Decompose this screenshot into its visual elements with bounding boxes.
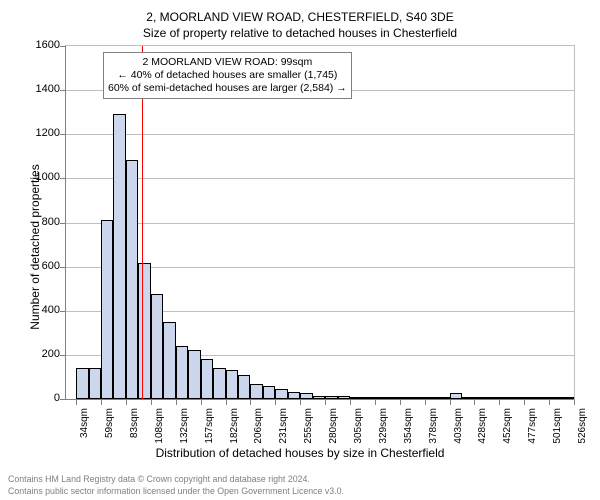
histogram-bar — [138, 263, 150, 399]
x-tick-mark — [350, 400, 351, 405]
x-tick-mark — [126, 400, 127, 405]
y-tick-mark — [60, 267, 65, 268]
y-tick-label: 1400 — [20, 83, 60, 95]
y-tick-mark — [60, 46, 65, 47]
chart-title-address: 2, MOORLAND VIEW ROAD, CHESTERFIELD, S40… — [0, 10, 600, 24]
histogram-bar — [275, 389, 287, 399]
histogram-bar — [238, 375, 250, 399]
x-tick-mark — [250, 400, 251, 405]
x-tick-mark — [499, 400, 500, 405]
histogram-bar — [524, 397, 536, 399]
y-tick-label: 200 — [20, 348, 60, 360]
histogram-bar — [499, 397, 511, 399]
y-tick-label: 1600 — [20, 39, 60, 51]
y-tick-label: 1000 — [20, 171, 60, 183]
x-tick-mark — [425, 400, 426, 405]
x-tick-mark — [450, 400, 451, 405]
footer-line1: Contains HM Land Registry data © Crown c… — [8, 474, 592, 486]
histogram-bar — [375, 397, 387, 399]
x-tick-mark — [375, 400, 376, 405]
histogram-bar — [213, 368, 225, 399]
histogram-bar — [474, 397, 486, 399]
histogram-bar — [89, 368, 101, 399]
y-tick-label: 800 — [20, 216, 60, 228]
histogram-bar — [313, 396, 325, 399]
annotation-line2: ← 40% of detached houses are smaller (1,… — [108, 69, 347, 82]
histogram-bar — [362, 397, 374, 399]
histogram-bar — [562, 397, 574, 399]
x-tick-mark — [275, 400, 276, 405]
chart-container: 2, MOORLAND VIEW ROAD, CHESTERFIELD, S40… — [0, 0, 600, 500]
histogram-bar — [350, 397, 362, 399]
y-tick-label: 600 — [20, 260, 60, 272]
x-tick-mark — [574, 400, 575, 405]
x-tick-mark — [226, 400, 227, 405]
histogram-bar — [400, 397, 412, 399]
histogram-bar — [288, 392, 300, 399]
marker-annotation: 2 MOORLAND VIEW ROAD: 99sqm ← 40% of det… — [103, 52, 352, 99]
histogram-bar — [76, 368, 88, 399]
histogram-bar — [412, 397, 424, 399]
x-tick-mark — [524, 400, 525, 405]
x-tick-mark — [201, 400, 202, 405]
x-tick-mark — [76, 400, 77, 405]
x-axis-label: Distribution of detached houses by size … — [0, 446, 600, 460]
histogram-bar — [462, 397, 474, 399]
chart-title-subtitle: Size of property relative to detached ho… — [0, 26, 600, 40]
y-tick-mark — [60, 90, 65, 91]
histogram-bar — [126, 160, 138, 399]
histogram-bar — [425, 397, 437, 399]
histogram-bar — [226, 370, 238, 399]
y-tick-label: 400 — [20, 304, 60, 316]
footer-line2: Contains public sector information licen… — [8, 486, 592, 498]
annotation-line3: 60% of semi-detached houses are larger (… — [108, 82, 347, 95]
histogram-bar — [537, 397, 549, 399]
y-tick-mark — [60, 355, 65, 356]
y-tick-label: 1200 — [20, 127, 60, 139]
x-tick-mark — [400, 400, 401, 405]
y-tick-mark — [60, 311, 65, 312]
y-tick-label: 0 — [20, 392, 60, 404]
histogram-bar — [487, 397, 499, 399]
y-tick-mark — [60, 223, 65, 224]
histogram-bar — [512, 397, 524, 399]
x-tick-mark — [176, 400, 177, 405]
histogram-bar — [176, 346, 188, 399]
histogram-bar — [201, 359, 213, 399]
histogram-bar — [450, 393, 462, 399]
histogram-bar — [300, 393, 312, 399]
x-tick-mark — [474, 400, 475, 405]
x-tick-mark — [549, 400, 550, 405]
histogram-bar — [338, 396, 350, 399]
histogram-bar — [188, 350, 200, 399]
histogram-bar — [437, 397, 449, 399]
x-tick-mark — [151, 400, 152, 405]
histogram-bar — [163, 322, 175, 399]
annotation-line1: 2 MOORLAND VIEW ROAD: 99sqm — [108, 56, 347, 69]
histogram-bar — [101, 220, 113, 399]
x-tick-mark — [300, 400, 301, 405]
histogram-bar — [113, 114, 125, 399]
footer-attribution: Contains HM Land Registry data © Crown c… — [8, 474, 592, 497]
y-tick-mark — [60, 399, 65, 400]
y-tick-mark — [60, 178, 65, 179]
histogram-bar — [325, 396, 337, 399]
histogram-bar — [151, 294, 163, 399]
histogram-bar — [250, 384, 262, 399]
y-tick-mark — [60, 134, 65, 135]
histogram-bar — [263, 386, 275, 399]
histogram-bar — [387, 397, 399, 399]
histogram-bar — [549, 397, 561, 399]
x-tick-mark — [325, 400, 326, 405]
x-tick-mark — [101, 400, 102, 405]
